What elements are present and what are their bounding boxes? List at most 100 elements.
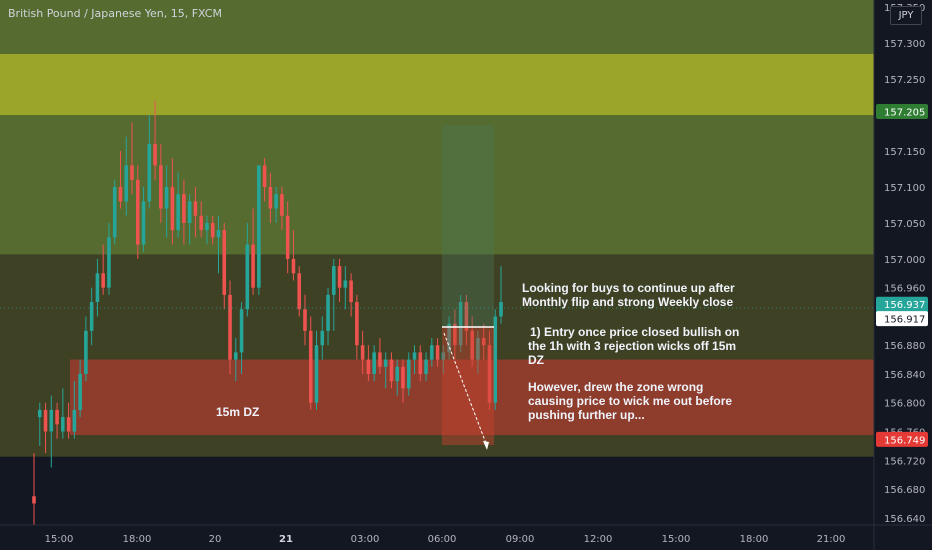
candle-body — [245, 244, 250, 310]
candle-body — [89, 302, 94, 331]
candle-body — [251, 244, 255, 288]
y-tick-label: 157.300 — [884, 39, 925, 50]
x-tick-label: 18:00 — [740, 534, 769, 545]
candle-body — [130, 165, 134, 180]
x-tick-label: 20 — [209, 534, 222, 545]
candle-body — [72, 409, 77, 432]
x-axis-panel[interactable] — [0, 525, 874, 550]
candle-body — [418, 352, 423, 374]
price-tag-label: 156.917 — [884, 315, 925, 326]
x-tick-label: 21:00 — [817, 534, 846, 545]
candle-body — [308, 330, 313, 403]
candle-body — [78, 373, 82, 410]
x-tick-label: 18:00 — [123, 534, 152, 545]
candle-body — [205, 222, 209, 231]
candle-body — [453, 323, 457, 346]
candle-body — [332, 266, 336, 295]
candle-body — [441, 352, 446, 360]
zones-layer — [0, 0, 874, 457]
annotation-line-5: DZ — [528, 353, 544, 367]
candle-body — [435, 345, 440, 360]
candle-body — [107, 237, 111, 288]
candle-body — [320, 330, 325, 346]
annotation-line-8: pushing further up... — [528, 408, 645, 422]
candle-body — [430, 345, 434, 360]
candle-body — [326, 294, 330, 331]
x-tick-label: 15:00 — [662, 534, 691, 545]
candle-body — [193, 201, 198, 216]
candle-body — [159, 165, 163, 209]
x-tick-label: 09:00 — [506, 534, 535, 545]
candle-body — [234, 352, 238, 360]
dz-label: 15m DZ — [216, 405, 260, 419]
trade-position-profit-box — [442, 125, 494, 327]
y-tick-label: 156.800 — [884, 399, 925, 410]
annotation-line-4: the 1h with 3 rejection wicks off 15m — [528, 339, 737, 353]
candle-body — [216, 230, 221, 238]
y-tick-label: 156.720 — [884, 456, 925, 467]
candle-body — [187, 201, 192, 223]
currency-button[interactable]: JPY — [890, 6, 922, 25]
candle-body — [499, 302, 503, 317]
candle-body — [424, 359, 428, 374]
candle-body — [297, 273, 301, 310]
x-tick-label: 21 — [279, 534, 293, 545]
y-tick-label: 156.960 — [884, 284, 925, 295]
candle-body — [464, 302, 469, 331]
candle-body — [303, 309, 307, 331]
candle-body — [199, 215, 203, 231]
candle-body — [95, 273, 100, 303]
candle-body — [487, 345, 492, 403]
demand-zone — [70, 359, 874, 436]
candle-body — [147, 143, 152, 202]
trade-path-arrowhead — [483, 441, 489, 450]
candle-body — [458, 302, 463, 346]
candle-body — [55, 409, 59, 425]
candle-body — [355, 302, 359, 346]
candle-body — [274, 194, 278, 209]
candle-body — [170, 186, 175, 231]
y-tick-label: 157.100 — [884, 183, 925, 194]
candle-body — [412, 352, 417, 360]
y-tick-label: 157.050 — [884, 219, 925, 230]
candle-body — [239, 309, 244, 353]
candle-body — [349, 280, 353, 303]
candle-body — [222, 230, 227, 295]
y-tick-label: 156.680 — [884, 485, 925, 496]
candle-body — [470, 330, 474, 360]
symbol-title: British Pound / Japanese Yen, 15, FXCM — [8, 7, 222, 20]
candles-layer — [32, 100, 503, 525]
candle-body — [481, 338, 486, 346]
candle-body — [141, 201, 146, 245]
candle-body — [210, 222, 215, 238]
candle-body — [153, 143, 157, 166]
candle-body — [372, 352, 376, 374]
trade-path-arrow — [443, 332, 488, 447]
x-tick-label: 06:00 — [428, 534, 457, 545]
candle-body — [285, 215, 290, 259]
x-tick-label: 15:00 — [45, 534, 74, 545]
candle-body — [389, 359, 394, 382]
annotation-line-7: causing price to wick me out before — [528, 394, 733, 408]
candle-body — [280, 194, 284, 216]
candle-body — [101, 273, 105, 288]
x-tick-label: 12:00 — [584, 534, 613, 545]
y-tick-label: 156.880 — [884, 341, 925, 352]
candle-body — [49, 409, 54, 432]
candle-body — [176, 194, 180, 231]
candle-body — [268, 186, 273, 209]
candle-body — [406, 359, 411, 389]
y-tick-label: 157.150 — [884, 147, 925, 158]
upper-band — [0, 53, 874, 116]
candle-body — [378, 352, 382, 367]
y-tick-label: 157.250 — [884, 75, 925, 86]
candle-body — [228, 294, 232, 360]
y-axis-panel[interactable] — [874, 0, 932, 550]
candle-body — [360, 345, 365, 360]
candle-body — [493, 316, 498, 403]
candle-body — [164, 186, 169, 209]
candle-body — [43, 409, 48, 432]
candle-body — [118, 186, 123, 202]
